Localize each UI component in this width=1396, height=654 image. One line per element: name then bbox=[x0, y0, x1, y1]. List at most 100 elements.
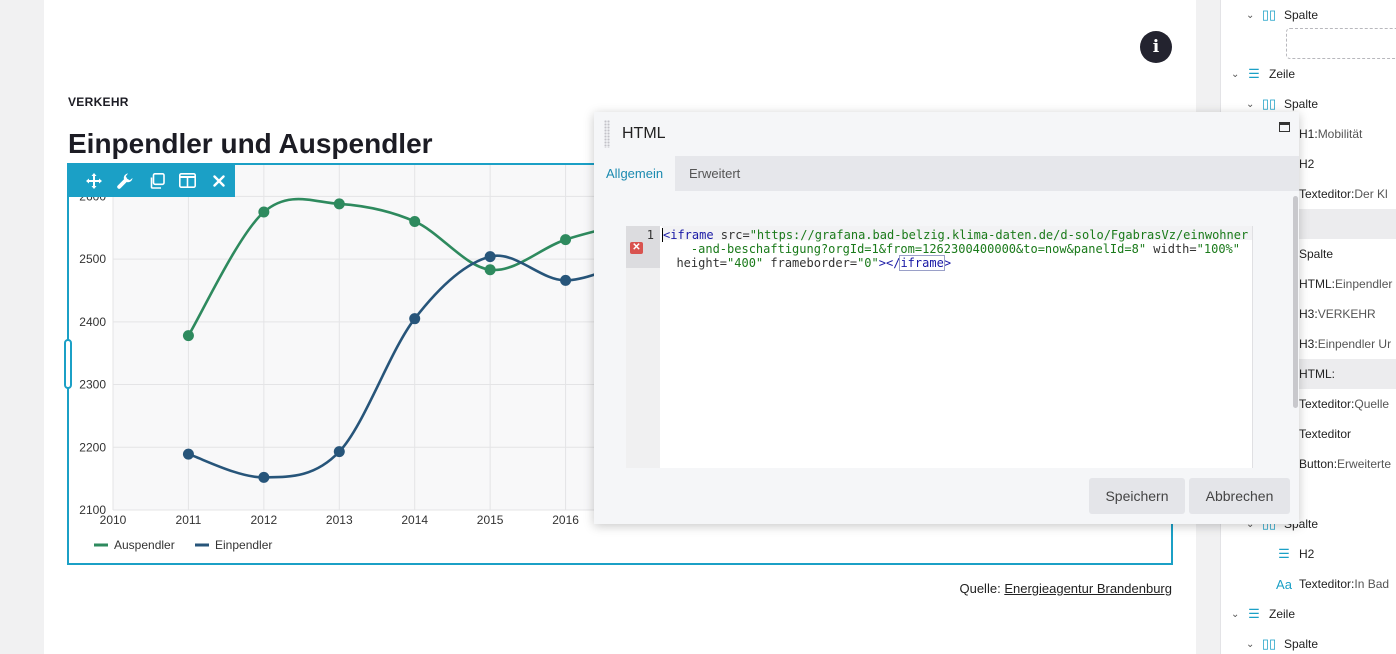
move-button[interactable] bbox=[78, 164, 109, 197]
y-tick-label: 2300 bbox=[79, 378, 106, 392]
y-tick-label: 2100 bbox=[79, 503, 106, 517]
y-tick-label: 2500 bbox=[79, 252, 106, 266]
structure-item-value: Der Kl bbox=[1354, 187, 1388, 201]
data-point bbox=[182, 448, 194, 460]
info-button[interactable]: i bbox=[1140, 31, 1172, 63]
structure-item-type: Zeile bbox=[1269, 67, 1296, 81]
column-icon: ▯▯ bbox=[1261, 7, 1277, 22]
structure-item-value: Einpendler Ur bbox=[1317, 337, 1392, 351]
settings-button[interactable] bbox=[109, 164, 140, 197]
source-label: Quelle: bbox=[959, 581, 1001, 596]
code-attr-frameborder: frameborder= bbox=[763, 256, 858, 270]
text-icon: Aa bbox=[1276, 576, 1292, 592]
structure-item-value: Quelle bbox=[1354, 397, 1390, 411]
resize-handle[interactable] bbox=[64, 339, 72, 389]
chevron-down-icon[interactable]: ⌄ bbox=[1246, 518, 1255, 530]
structure-item-type: Texteditor: bbox=[1299, 187, 1355, 201]
structure-item[interactable]: ⌄ ☰ Zeile bbox=[1221, 599, 1396, 629]
code-value-height: "400" bbox=[727, 256, 764, 270]
structure-item[interactable]: ⌄ ▯▯ Spalte bbox=[1221, 629, 1396, 654]
structure-item-type: Spalte bbox=[1284, 97, 1319, 111]
source-link[interactable]: Energieagentur Brandenburg bbox=[1004, 581, 1172, 596]
structure-item-type: H2 bbox=[1299, 547, 1315, 561]
drop-placeholder[interactable] bbox=[1286, 28, 1396, 59]
structure-item-type: Texteditor: bbox=[1299, 397, 1355, 411]
duplicate-button[interactable] bbox=[141, 164, 172, 197]
code-value-src-2: -and-beschaftigung?orgId=1&from=12623004… bbox=[690, 242, 1147, 256]
structure-item[interactable]: ⌄ ▯▯ Spalte bbox=[1221, 0, 1396, 30]
structure-item-type: H2 bbox=[1299, 157, 1315, 171]
active-line bbox=[662, 226, 1252, 240]
cancel-button[interactable]: Abbrechen bbox=[1189, 478, 1290, 514]
save-button[interactable]: Speichern bbox=[1089, 478, 1185, 514]
x-tick-label: 2014 bbox=[401, 513, 428, 527]
drag-handle-icon[interactable] bbox=[604, 120, 610, 148]
data-point bbox=[258, 471, 270, 483]
structure-item-type: Texteditor bbox=[1299, 427, 1352, 441]
code-tag-end: > bbox=[943, 256, 952, 270]
column-icon: ▯▯ bbox=[1261, 96, 1277, 111]
move-icon bbox=[85, 172, 102, 189]
section-label: VERKEHR bbox=[68, 95, 129, 109]
wrench-icon bbox=[117, 173, 133, 189]
structure-item[interactable]: ⌄ ▯▯ Spalte bbox=[1221, 89, 1396, 119]
html-modal: HTML Allgemein Erweitert 1 ✕ <iframe src… bbox=[594, 112, 1299, 524]
structure-item-value: Erweiterte bbox=[1337, 457, 1392, 471]
code-value-src: "https://grafana.bad-belzig.klima-daten.… bbox=[749, 228, 1249, 242]
heading-icon: ☰ bbox=[1278, 546, 1290, 561]
layout-button[interactable] bbox=[172, 164, 203, 197]
structure-item-value: Einpendler bbox=[1335, 277, 1393, 291]
code-value-width: "100%" bbox=[1196, 242, 1240, 256]
remove-button[interactable] bbox=[204, 164, 235, 197]
structure-item-type: Spalte bbox=[1284, 637, 1319, 651]
legend-entry: Einpendler bbox=[215, 538, 272, 552]
chevron-down-icon[interactable]: ⌄ bbox=[1246, 9, 1255, 21]
tab-erweitert[interactable]: Erweitert bbox=[689, 166, 741, 181]
structure-item-type: H1: bbox=[1299, 127, 1318, 141]
columns-icon bbox=[179, 173, 197, 188]
x-tick-label: 2015 bbox=[477, 513, 504, 527]
code-value-frameborder: "0" bbox=[857, 256, 879, 270]
chevron-down-icon[interactable]: ⌄ bbox=[1231, 608, 1240, 620]
code-attr-src: src= bbox=[713, 228, 750, 242]
code-text[interactable]: <iframe src="https://grafana.bad-belzig.… bbox=[662, 228, 1250, 271]
y-tick-label: 2200 bbox=[79, 440, 106, 454]
code-editor[interactable]: 1 ✕ <iframe src="https://grafana.bad-bel… bbox=[626, 226, 1253, 468]
maximize-icon[interactable] bbox=[1279, 122, 1290, 132]
structure-item[interactable]: Aa Texteditor: In Bad bbox=[1221, 569, 1396, 599]
code-tag-name: iframe bbox=[899, 255, 945, 271]
data-point bbox=[560, 274, 572, 286]
tab-allgemein[interactable]: Allgemein bbox=[594, 156, 676, 191]
data-point bbox=[258, 206, 270, 218]
code-tag-open: <iframe bbox=[663, 228, 714, 242]
modal-header[interactable]: HTML bbox=[594, 112, 1299, 156]
chevron-down-icon[interactable]: ⌄ bbox=[1246, 98, 1255, 110]
x-tick-label: 2011 bbox=[176, 513, 202, 527]
structure-item-type: Texteditor: bbox=[1299, 577, 1355, 591]
data-point bbox=[484, 251, 496, 263]
modal-title: HTML bbox=[622, 125, 666, 142]
data-point bbox=[333, 446, 345, 458]
structure-item-type: Spalte bbox=[1284, 8, 1319, 22]
data-point bbox=[182, 330, 194, 342]
chevron-down-icon[interactable]: ⌄ bbox=[1246, 638, 1255, 650]
structure-item-type: Zeile bbox=[1269, 607, 1296, 621]
legend-entry: Auspendler bbox=[114, 538, 175, 552]
x-tick-label: 2012 bbox=[251, 513, 278, 527]
data-point bbox=[484, 264, 496, 276]
source-line: Quelle: Energieagentur Brandenburg bbox=[959, 581, 1172, 596]
column-icon: ▯▯ bbox=[1261, 636, 1277, 651]
modal-scrollbar[interactable] bbox=[1293, 196, 1298, 408]
x-tick-label: 2010 bbox=[100, 513, 127, 527]
structure-item-value: In Bad bbox=[1354, 577, 1390, 591]
structure-item-type: Button: bbox=[1299, 457, 1338, 471]
structure-item[interactable]: ☰ H2 bbox=[1221, 539, 1396, 569]
structure-item-type: H3: bbox=[1299, 337, 1318, 351]
duplicate-icon bbox=[150, 172, 165, 189]
structure-item[interactable]: ⌄ ☰ Zeile bbox=[1221, 59, 1396, 89]
x-tick-label: 2016 bbox=[552, 513, 579, 527]
row-icon: ☰ bbox=[1248, 606, 1260, 621]
structure-item-value: VERKEHR bbox=[1317, 307, 1376, 321]
structure-item-type: HTML: bbox=[1299, 367, 1335, 381]
chevron-down-icon[interactable]: ⌄ bbox=[1231, 68, 1240, 80]
